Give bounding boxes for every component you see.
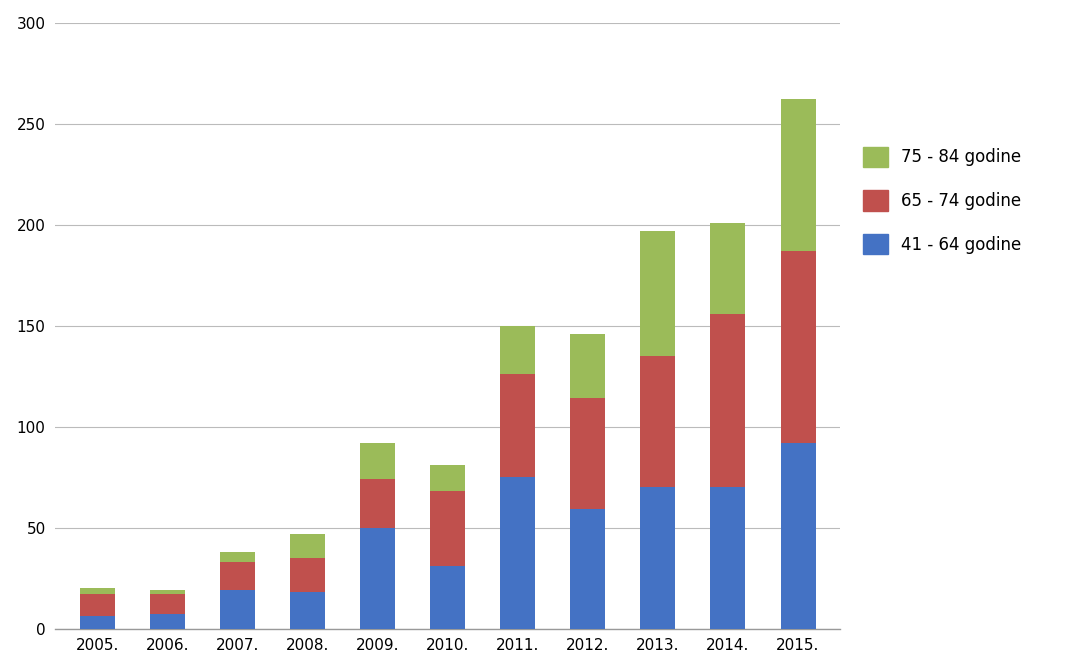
Bar [290,592,325,628]
Bar [150,614,185,628]
Bar [360,527,395,628]
Bar [781,443,815,628]
Bar [641,230,675,356]
Bar [430,465,465,491]
Bar [571,334,605,399]
Bar [501,326,535,374]
Bar [711,314,745,487]
Bar [430,491,465,566]
Bar [150,590,185,594]
Bar [641,356,675,487]
Bar [711,222,745,314]
Bar [501,477,535,628]
Bar [430,566,465,628]
Bar [290,534,325,558]
Bar [80,588,115,594]
Bar [220,562,255,590]
Bar [781,99,815,251]
Bar [501,374,535,477]
Bar [781,251,815,443]
Bar [571,399,605,509]
Bar [80,616,115,628]
Bar [80,594,115,616]
Bar [220,590,255,628]
Bar [360,479,395,527]
Bar [150,594,185,614]
Bar [360,443,395,479]
Bar [711,487,745,628]
Bar [571,509,605,628]
Bar [641,487,675,628]
Legend: 75 - 84 godine, 65 - 74 godine, 41 - 64 godine: 75 - 84 godine, 65 - 74 godine, 41 - 64 … [856,140,1029,261]
Bar [220,552,255,562]
Bar [290,558,325,592]
